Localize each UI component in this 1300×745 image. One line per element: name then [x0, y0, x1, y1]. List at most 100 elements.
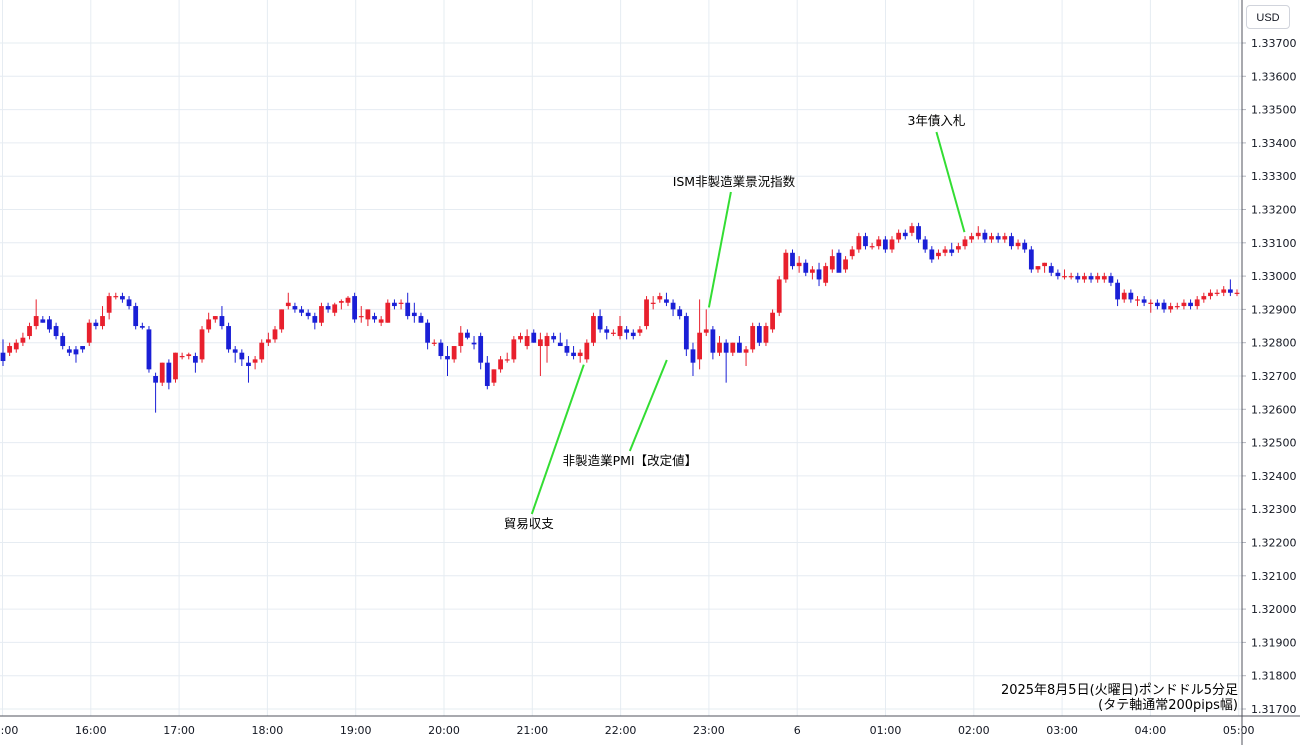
- candle-body: [120, 296, 125, 300]
- candle-body: [1201, 296, 1207, 300]
- candle-body: [484, 362, 490, 386]
- candle-body: [146, 329, 152, 370]
- candle-body: [723, 342, 729, 353]
- candle-body: [524, 336, 530, 347]
- candle-body: [1148, 302, 1154, 304]
- candle-body: [1062, 276, 1067, 278]
- candle-body: [345, 297, 351, 303]
- annotation-label: 3年債入札: [907, 113, 965, 128]
- candle-body: [285, 302, 291, 307]
- candle-body: [166, 362, 172, 383]
- grid: [0, 0, 1242, 716]
- candle-body: [823, 266, 829, 283]
- candle-body: [690, 349, 696, 363]
- candle-body: [942, 249, 948, 253]
- candle-body: [982, 232, 988, 240]
- candle-body: [398, 302, 404, 304]
- y-tick-label: 1.32600: [1251, 403, 1297, 416]
- candle-body: [1194, 299, 1200, 307]
- candle-body: [856, 236, 862, 250]
- x-tick-label: 23:00: [693, 724, 725, 737]
- candle-body: [498, 359, 503, 370]
- candle-body: [7, 346, 13, 353]
- annotation-line: [628, 359, 668, 452]
- candle-body: [40, 319, 46, 323]
- candle-body: [1168, 306, 1174, 310]
- candle-body: [637, 329, 643, 333]
- candle-body: [531, 332, 537, 343]
- candle-body: [1088, 276, 1094, 280]
- x-tick-label: 16:00: [75, 724, 107, 737]
- candle-body: [989, 236, 994, 240]
- y-tick-label: 1.33300: [1251, 170, 1297, 183]
- candle-body: [836, 252, 842, 273]
- candle-body: [1022, 242, 1028, 250]
- candle-body: [259, 342, 265, 360]
- candle-body: [252, 359, 258, 363]
- candle-body: [199, 329, 205, 360]
- y-tick-label: 1.33100: [1251, 237, 1297, 250]
- candle-body: [1154, 302, 1160, 307]
- candle-body: [491, 369, 497, 383]
- candle-body: [664, 299, 669, 303]
- y-tick-label: 1.31900: [1251, 636, 1297, 649]
- candle-body: [1095, 276, 1101, 280]
- candle-body: [358, 316, 364, 318]
- candle-body: [206, 319, 212, 330]
- candle-body: [683, 316, 689, 350]
- y-tick-label: 1.32100: [1251, 570, 1297, 583]
- x-tick-label: 22:00: [605, 724, 637, 737]
- candle-body: [717, 342, 722, 353]
- candle-body: [790, 252, 795, 267]
- candle-body: [955, 246, 961, 250]
- candle-body: [1188, 302, 1193, 307]
- candle-body: [113, 296, 119, 298]
- y-tick-label: 1.33600: [1251, 70, 1297, 83]
- candle-body: [949, 249, 955, 253]
- candle-body: [1181, 302, 1187, 307]
- candle-body: [186, 354, 192, 357]
- candle-body: [1075, 276, 1081, 280]
- candle-body: [902, 232, 908, 237]
- x-tick-label: 21:00: [516, 724, 548, 737]
- candle-body: [212, 316, 218, 320]
- candle-body: [239, 352, 245, 360]
- candle-body: [431, 342, 437, 344]
- candle-body: [1055, 272, 1061, 277]
- y-tick-label: 1.32400: [1251, 470, 1297, 483]
- candle-body: [650, 302, 656, 304]
- candle-body: [1227, 289, 1233, 293]
- candle-body: [889, 239, 895, 250]
- candle-body: [564, 346, 570, 353]
- candle-body: [93, 322, 99, 327]
- candle-body: [1128, 292, 1134, 300]
- candle-body: [796, 262, 802, 267]
- candle-body: [100, 316, 105, 327]
- candle-body: [597, 316, 603, 330]
- candle-body: [756, 326, 762, 343]
- candle-body: [471, 342, 477, 345]
- candle-body: [312, 316, 318, 323]
- candle-body: [1082, 276, 1087, 280]
- candle-body: [13, 342, 19, 350]
- candle-body: [624, 329, 630, 333]
- candle-body: [1121, 292, 1127, 300]
- candle-body: [1135, 299, 1140, 301]
- candle-body: [829, 256, 835, 270]
- x-tick-label: 15:00: [0, 724, 18, 737]
- candle-body: [591, 316, 596, 343]
- candle-body: [27, 326, 32, 337]
- candle-body: [869, 246, 875, 248]
- candle-body: [1035, 266, 1041, 270]
- y-tick-label: 1.31800: [1251, 670, 1297, 683]
- annotation-label: 貿易収支: [504, 516, 555, 531]
- candle-body: [1015, 242, 1021, 247]
- currency-selector[interactable]: USD: [1246, 5, 1290, 29]
- candle-body: [272, 329, 278, 340]
- candle-body: [411, 312, 417, 317]
- candle-body: [60, 336, 66, 347]
- candle-body: [226, 326, 231, 350]
